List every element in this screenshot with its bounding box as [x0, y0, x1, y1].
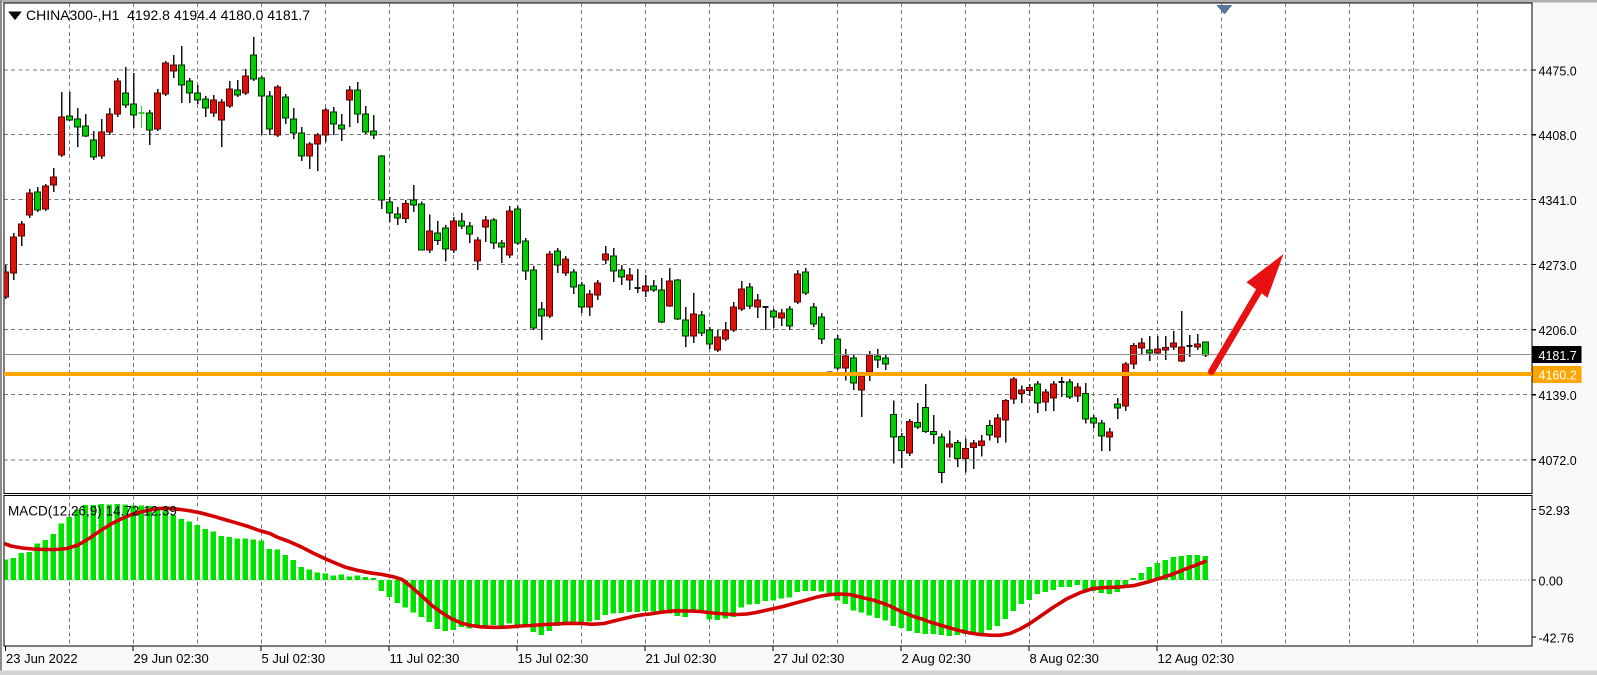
svg-text:52.93: 52.93: [1539, 504, 1570, 518]
svg-text:4181.7: 4181.7: [1539, 349, 1577, 363]
svg-text:4139.0: 4139.0: [1539, 389, 1577, 403]
svg-text:15 Jul 02:30: 15 Jul 02:30: [518, 651, 589, 666]
svg-text:-42.76: -42.76: [1539, 631, 1574, 645]
svg-text:2 Aug 02:30: 2 Aug 02:30: [902, 651, 971, 666]
svg-text:4273.0: 4273.0: [1539, 259, 1577, 273]
svg-text:8 Aug 02:30: 8 Aug 02:30: [1030, 651, 1099, 666]
svg-text:4160.2: 4160.2: [1539, 369, 1577, 383]
svg-text:CHINA300-,H1 4192.8 4194.4 41: CHINA300-,H1 4192.8 4194.4 4180.0 4181.7: [26, 7, 310, 23]
svg-text:4206.0: 4206.0: [1539, 324, 1577, 338]
svg-text:0.00: 0.00: [1539, 574, 1563, 588]
svg-text:27 Jul 02:30: 27 Jul 02:30: [774, 651, 845, 666]
svg-text:23 Jun 2022: 23 Jun 2022: [6, 651, 78, 666]
svg-text:4072.0: 4072.0: [1539, 454, 1577, 468]
svg-text:11 Jul 02:30: 11 Jul 02:30: [390, 651, 460, 666]
svg-text:MACD(12,26,9) 14.72 12.39: MACD(12,26,9) 14.72 12.39: [8, 504, 177, 519]
svg-text:21 Jul 02:30: 21 Jul 02:30: [646, 651, 717, 666]
svg-text:4475.0: 4475.0: [1539, 64, 1577, 78]
svg-text:4408.0: 4408.0: [1539, 129, 1577, 143]
svg-text:5 Jul 02:30: 5 Jul 02:30: [262, 651, 326, 666]
svg-text:12 Aug 02:30: 12 Aug 02:30: [1158, 651, 1235, 666]
svg-text:29 Jun 02:30: 29 Jun 02:30: [134, 651, 209, 666]
svg-text:4341.0: 4341.0: [1539, 194, 1577, 208]
